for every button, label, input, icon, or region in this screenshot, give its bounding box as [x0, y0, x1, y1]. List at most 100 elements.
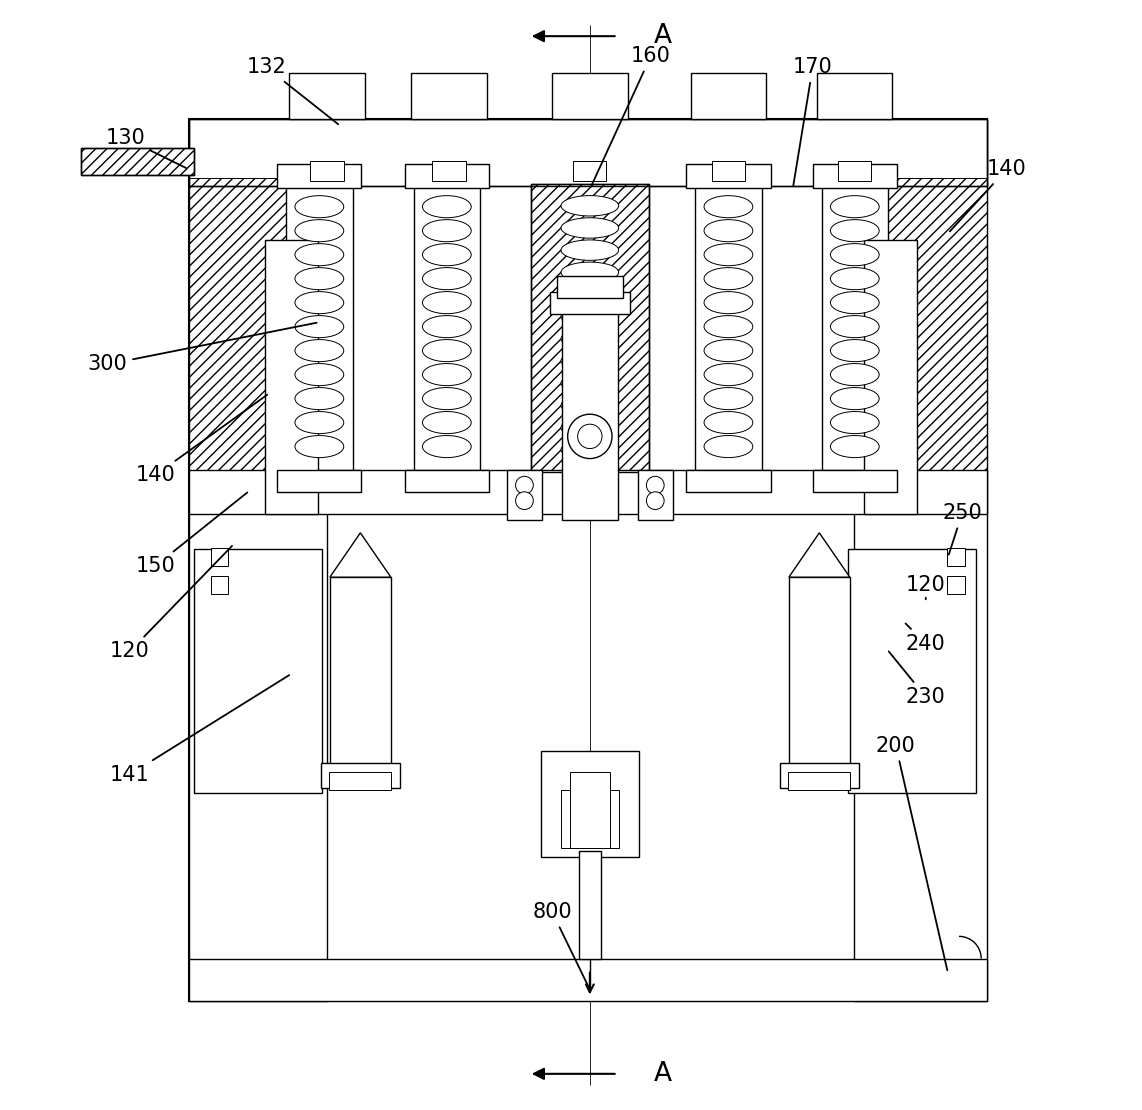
Bar	[711, 161, 745, 181]
Text: 120: 120	[110, 546, 232, 662]
Text: 300: 300	[88, 323, 316, 374]
Ellipse shape	[703, 412, 753, 434]
Ellipse shape	[561, 440, 619, 460]
Bar	[433, 161, 466, 181]
Ellipse shape	[295, 292, 344, 314]
Bar	[561, 790, 619, 848]
Ellipse shape	[703, 364, 753, 385]
Bar	[194, 549, 322, 794]
Bar	[211, 548, 228, 566]
Ellipse shape	[561, 284, 619, 304]
Ellipse shape	[703, 435, 753, 457]
Ellipse shape	[703, 243, 753, 265]
Bar	[813, 163, 896, 188]
Ellipse shape	[830, 412, 879, 434]
Ellipse shape	[295, 364, 344, 385]
Ellipse shape	[830, 364, 879, 385]
Bar	[579, 851, 601, 959]
Bar	[81, 148, 194, 174]
Ellipse shape	[295, 340, 344, 362]
Bar	[188, 959, 987, 1000]
Ellipse shape	[830, 243, 879, 265]
Ellipse shape	[423, 340, 472, 362]
Bar	[541, 751, 638, 857]
Ellipse shape	[830, 195, 879, 218]
Bar	[849, 549, 975, 794]
Ellipse shape	[423, 292, 472, 314]
Ellipse shape	[830, 435, 879, 457]
Bar	[188, 470, 987, 514]
Circle shape	[646, 492, 665, 509]
Bar	[550, 292, 629, 314]
Ellipse shape	[561, 306, 619, 326]
Bar	[278, 163, 362, 188]
Bar	[329, 773, 392, 790]
Bar	[81, 148, 194, 174]
Circle shape	[568, 414, 612, 458]
Polygon shape	[789, 533, 850, 577]
Ellipse shape	[295, 243, 344, 265]
Text: 120: 120	[906, 575, 946, 599]
Bar	[531, 183, 649, 472]
Ellipse shape	[295, 195, 344, 218]
Ellipse shape	[561, 195, 619, 216]
Bar	[188, 119, 987, 185]
Ellipse shape	[423, 435, 472, 457]
Circle shape	[515, 476, 533, 494]
Text: 160: 160	[592, 47, 670, 186]
Bar	[838, 161, 871, 181]
Ellipse shape	[561, 373, 619, 393]
Bar	[947, 548, 965, 566]
Ellipse shape	[423, 195, 472, 218]
Bar	[188, 119, 987, 1000]
Bar	[278, 470, 362, 492]
Ellipse shape	[423, 412, 472, 434]
Bar	[562, 297, 618, 519]
Text: 141: 141	[110, 675, 289, 785]
Ellipse shape	[703, 195, 753, 218]
Bar	[411, 73, 486, 119]
Bar	[573, 161, 606, 181]
Bar	[695, 183, 762, 472]
Ellipse shape	[423, 387, 472, 410]
Text: A: A	[654, 23, 673, 49]
Ellipse shape	[561, 329, 619, 349]
Text: 240: 240	[906, 624, 946, 654]
Bar	[188, 119, 987, 185]
Ellipse shape	[561, 262, 619, 283]
Ellipse shape	[830, 292, 879, 314]
Bar	[686, 470, 771, 492]
Ellipse shape	[295, 315, 344, 337]
Bar	[813, 470, 896, 492]
Polygon shape	[330, 533, 391, 577]
Text: 170: 170	[793, 58, 833, 186]
Text: A: A	[654, 1061, 673, 1087]
Bar	[287, 183, 353, 472]
Bar	[188, 119, 327, 1000]
Bar	[531, 183, 649, 472]
Bar	[404, 163, 489, 188]
Bar	[289, 73, 364, 119]
Bar	[188, 178, 327, 477]
Bar	[780, 764, 859, 788]
Ellipse shape	[830, 315, 879, 337]
Ellipse shape	[561, 351, 619, 371]
Bar	[821, 183, 888, 472]
Circle shape	[515, 492, 533, 509]
Bar	[789, 577, 850, 766]
Bar	[531, 183, 649, 472]
Bar	[686, 163, 771, 188]
Ellipse shape	[703, 340, 753, 362]
Ellipse shape	[830, 220, 879, 242]
Ellipse shape	[561, 218, 619, 239]
Text: 230: 230	[888, 652, 946, 707]
Ellipse shape	[423, 220, 472, 242]
Bar	[211, 576, 228, 594]
Ellipse shape	[703, 315, 753, 337]
Bar	[188, 178, 327, 477]
Bar	[265, 240, 319, 514]
Bar	[321, 764, 400, 788]
Ellipse shape	[830, 268, 879, 290]
Ellipse shape	[703, 292, 753, 314]
Bar	[404, 470, 489, 492]
